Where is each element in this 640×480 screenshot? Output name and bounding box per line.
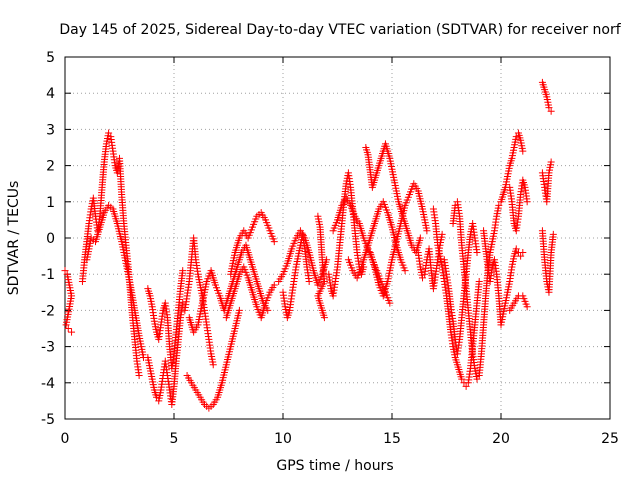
series-H: [185, 241, 272, 336]
data-point: [547, 107, 555, 115]
x-tick-label: 25: [601, 431, 619, 447]
data-point: [270, 281, 278, 289]
data-point: [517, 252, 525, 260]
data-point: [305, 277, 313, 285]
data-point: [547, 158, 555, 166]
series-D: [144, 267, 187, 372]
data-point: [320, 314, 328, 322]
data-point: [419, 274, 427, 282]
x-tick-label: 15: [383, 431, 401, 447]
y-tick-label: -5: [41, 412, 55, 428]
data-point: [179, 267, 187, 275]
y-tick-label: 0: [46, 231, 55, 247]
y-tick-labels: -5 -4 -3 -2 -1 0 1 2 3 4 5: [41, 50, 55, 428]
data-point: [475, 277, 483, 285]
data-point: [512, 245, 520, 253]
data-points: [61, 78, 557, 412]
series-X: [506, 176, 531, 314]
data-point: [135, 372, 143, 380]
series-Y: [538, 78, 557, 296]
y-tick-label: -2: [41, 303, 55, 319]
y-tick-label: 4: [46, 86, 55, 102]
data-point: [473, 248, 481, 256]
data-point: [473, 375, 481, 383]
series-J: [222, 263, 278, 322]
x-tick-label: 20: [492, 431, 510, 447]
series-O: [329, 194, 394, 307]
axis-ticks: [64, 56, 611, 420]
x-tick-label: 5: [170, 431, 179, 447]
series-S: [414, 230, 446, 293]
y-tick-label: 5: [46, 50, 55, 66]
data-point: [519, 147, 527, 155]
y-tick-label: 2: [46, 159, 55, 175]
x-tick-label: 10: [274, 431, 292, 447]
data-point: [523, 303, 531, 311]
data-point: [523, 198, 531, 206]
data-point: [179, 299, 187, 307]
y-tick-label: 1: [46, 195, 55, 211]
data-point: [512, 133, 520, 141]
data-point: [401, 267, 409, 275]
data-point: [235, 306, 243, 314]
series-M: [314, 212, 328, 322]
data-point: [105, 129, 113, 137]
data-point: [68, 328, 76, 336]
data-point: [386, 299, 394, 307]
series-E: [144, 299, 187, 409]
series-K: [279, 230, 313, 322]
series-I: [227, 209, 278, 278]
x-tick-labels: 0 5 10 15 20 25: [61, 431, 619, 447]
series-A: [61, 267, 76, 336]
series-W: [480, 227, 527, 329]
data-point: [545, 104, 553, 112]
data-point: [270, 238, 278, 246]
data-point: [64, 325, 72, 332]
series-F: [181, 234, 217, 369]
x-axis-label: GPS time / hours: [276, 458, 393, 474]
series-C: [83, 201, 147, 361]
data-point: [209, 361, 217, 369]
series-U: [440, 220, 481, 358]
y-tick-label: 3: [46, 122, 55, 138]
x-tick-label: 0: [61, 431, 70, 447]
y-tick-label: -3: [41, 340, 55, 356]
series-T: [429, 205, 483, 390]
series-N: [325, 169, 368, 300]
series-R: [366, 180, 431, 300]
data-point: [61, 267, 69, 275]
y-tick-label: -4: [41, 376, 55, 392]
y-axis-label: SDTVAR / TECUs: [6, 181, 22, 296]
data-point: [62, 321, 70, 329]
data-point: [519, 248, 527, 256]
series-Q: [362, 140, 424, 256]
data-point: [416, 234, 424, 242]
data-point: [423, 227, 431, 235]
data-point: [458, 375, 466, 383]
chart-title: Day 145 of 2025, Sidereal Day-to-day VTE…: [59, 22, 621, 38]
gridlines: [65, 57, 610, 419]
data-point: [549, 230, 557, 238]
y-tick-label: -1: [41, 267, 55, 283]
data-point: [462, 382, 470, 390]
series-P: [344, 198, 409, 282]
data-point: [495, 201, 503, 209]
series-G: [183, 306, 243, 412]
